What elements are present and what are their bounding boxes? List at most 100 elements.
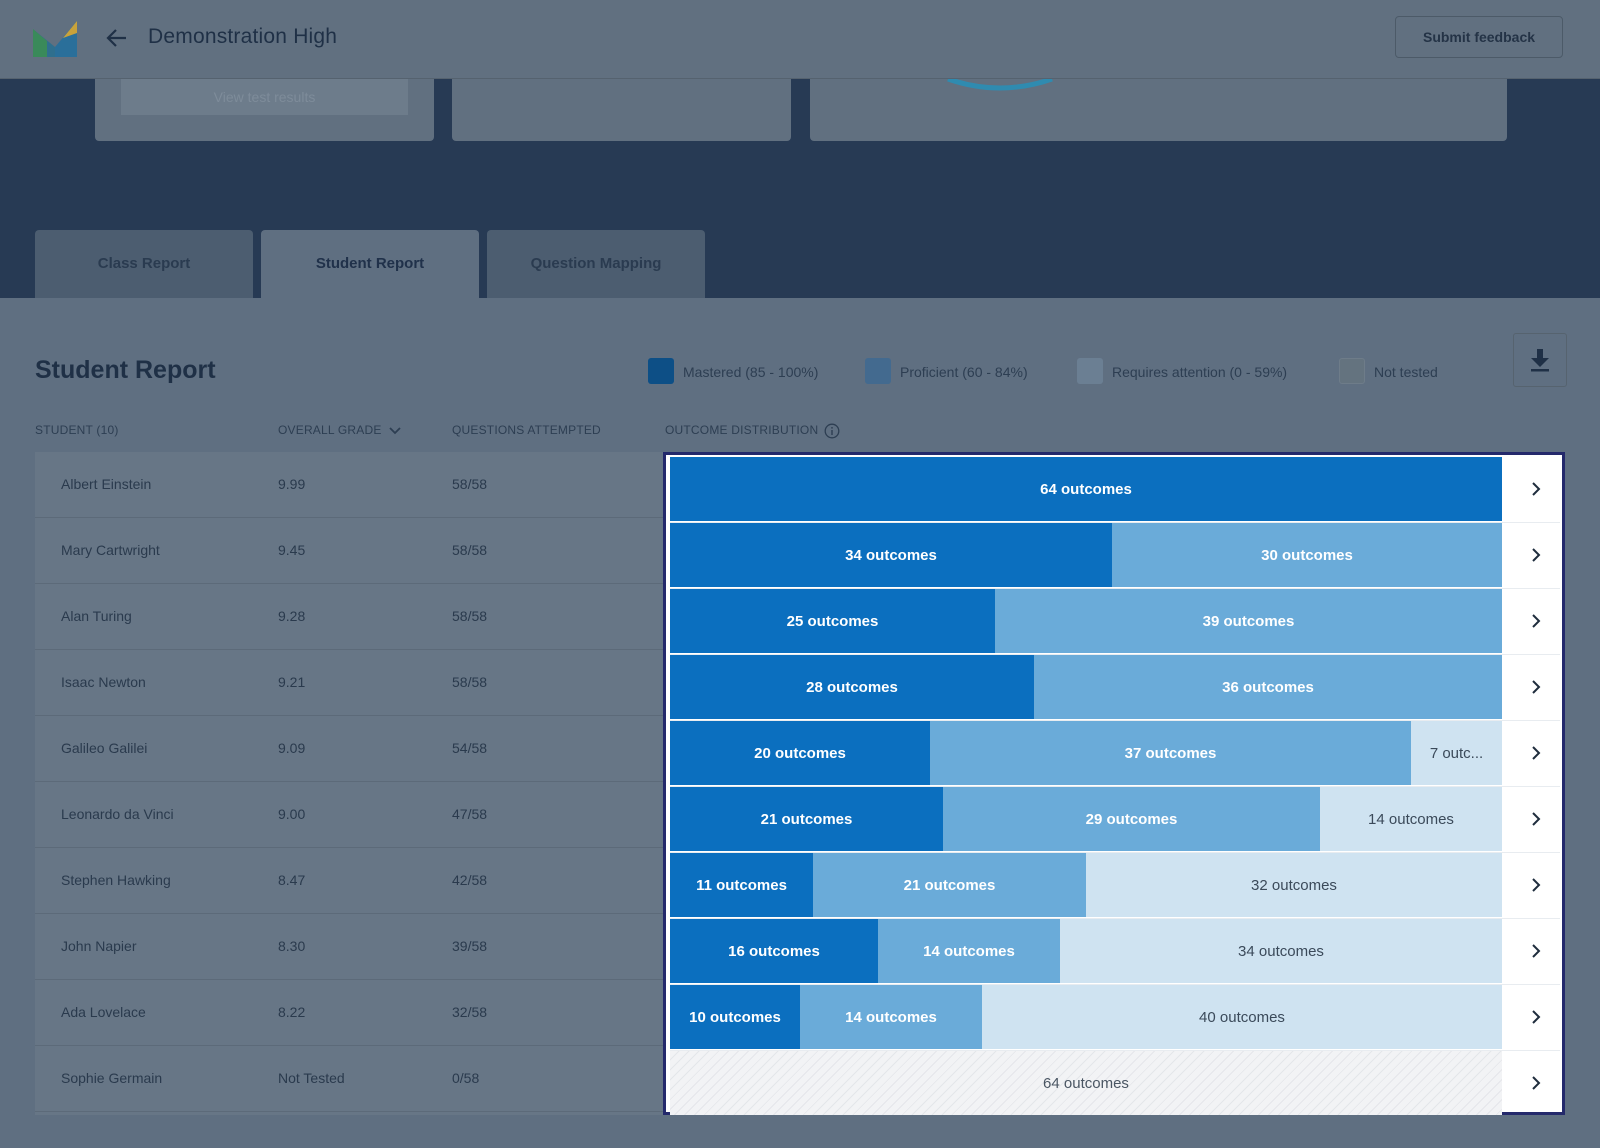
questions-attempted: 58/58: [452, 542, 488, 558]
distribution-bar[interactable]: 28 outcomes 36 outcomes: [670, 655, 1502, 719]
legend-swatch: [1077, 358, 1103, 384]
legend-label: Not tested: [1374, 364, 1438, 380]
segment-mastered[interactable]: 25 outcomes: [670, 589, 995, 653]
chevron-right-icon[interactable]: [1526, 677, 1546, 697]
test-summary-card: View test results: [95, 79, 434, 141]
column-header-attempted: QUESTIONS ATTEMPTED: [452, 423, 601, 437]
view-test-results-button[interactable]: View test results: [121, 79, 408, 115]
student-name: Galileo Galilei: [61, 740, 148, 756]
download-button[interactable]: [1513, 333, 1567, 387]
questions-attempted: 58/58: [452, 608, 488, 624]
sort-chevron-down-icon[interactable]: [388, 426, 402, 436]
segment-proficient[interactable]: 14 outcomes: [878, 919, 1060, 983]
distribution-bar[interactable]: 34 outcomes 30 outcomes: [670, 523, 1502, 587]
column-header-distribution-label: OUTCOME DISTRIBUTION: [665, 423, 819, 438]
table-row[interactable]: Alan Turing 9.28 58/58: [35, 584, 665, 650]
segment-proficient[interactable]: 30 outcomes: [1112, 523, 1502, 587]
student-name: Stephen Hawking: [61, 872, 171, 888]
row-divider: [670, 720, 1560, 721]
outcome-distribution-panel: 64 outcomes 34 outcomes 30 outcomes 25 outc…: [663, 452, 1565, 1115]
segment-attention[interactable]: 40 outcomes: [982, 985, 1502, 1049]
chevron-right-icon[interactable]: [1526, 611, 1546, 631]
segment-proficient[interactable]: 21 outcomes: [813, 853, 1086, 917]
distribution-bar[interactable]: 25 outcomes 39 outcomes: [670, 589, 1502, 653]
row-divider: [670, 588, 1560, 589]
distribution-bar[interactable]: 10 outcomes 14 outcomes 40 outcomes: [670, 985, 1502, 1049]
segment-attention[interactable]: 14 outcomes: [1320, 787, 1502, 851]
segment-mastered[interactable]: 11 outcomes: [670, 853, 813, 917]
table-row[interactable]: Galileo Galilei 9.09 54/58: [35, 716, 665, 782]
table-row[interactable]: John Napier 8.30 39/58: [35, 914, 665, 980]
table-row[interactable]: Mary Cartwright 9.45 58/58: [35, 518, 665, 584]
segment-mastered[interactable]: 28 outcomes: [670, 655, 1034, 719]
segment-mastered[interactable]: 21 outcomes: [670, 787, 943, 851]
segment-proficient[interactable]: 36 outcomes: [1034, 655, 1502, 719]
segment-mastered[interactable]: 10 outcomes: [670, 985, 800, 1049]
chevron-right-icon[interactable]: [1526, 743, 1546, 763]
distribution-bar[interactable]: 16 outcomes 14 outcomes 34 outcomes: [670, 919, 1502, 983]
distribution-bar[interactable]: 21 outcomes 29 outcomes 14 outcomes: [670, 787, 1502, 851]
row-divider: [670, 852, 1560, 853]
segment-mastered[interactable]: 20 outcomes: [670, 721, 930, 785]
legend-label: Proficient (60 - 84%): [900, 364, 1028, 380]
submit-feedback-button[interactable]: Submit feedback: [1395, 16, 1563, 58]
overall-grade: 8.47: [278, 872, 306, 888]
overall-grade: 9.99: [278, 476, 306, 492]
segment-mastered[interactable]: 64 outcomes: [670, 457, 1502, 521]
student-name: Leonardo da Vinci: [61, 806, 174, 822]
chevron-right-icon[interactable]: [1526, 479, 1546, 499]
page-title: Student Report: [35, 356, 216, 384]
tab-class-report[interactable]: Class Report: [35, 230, 253, 298]
table-row[interactable]: Albert Einstein 9.99 58/58: [35, 452, 665, 518]
tab-student-report[interactable]: Student Report: [261, 230, 479, 298]
legend-swatch: [865, 358, 891, 384]
student-name: Ada Lovelace: [61, 1004, 146, 1020]
segment-nottested[interactable]: 64 outcomes: [670, 1051, 1502, 1115]
segment-proficient[interactable]: 39 outcomes: [995, 589, 1502, 653]
overall-grade: 8.30: [278, 938, 306, 954]
segment-attention[interactable]: 34 outcomes: [1060, 919, 1502, 983]
column-header-student: STUDENT (10): [35, 423, 119, 437]
chevron-right-icon[interactable]: [1526, 809, 1546, 829]
distribution-bar[interactable]: 64 outcomes: [670, 457, 1502, 521]
column-header-grade[interactable]: OVERALL GRADE: [278, 423, 402, 437]
chevron-right-icon[interactable]: [1526, 545, 1546, 565]
tab-question-mapping[interactable]: Question Mapping: [487, 230, 705, 298]
overall-grade: 9.00: [278, 806, 306, 822]
table-row[interactable]: Ada Lovelace 8.22 32/58: [35, 980, 665, 1046]
column-header-grade-label: OVERALL GRADE: [278, 423, 382, 437]
table-row[interactable]: Stephen Hawking 8.47 42/58: [35, 848, 665, 914]
chevron-right-icon[interactable]: [1526, 1007, 1546, 1027]
segment-proficient[interactable]: 14 outcomes: [800, 985, 982, 1049]
questions-attempted: 39/58: [452, 938, 488, 954]
overall-grade: Not Tested: [278, 1070, 345, 1086]
table-row[interactable]: Leonardo da Vinci 9.00 47/58: [35, 782, 665, 848]
app-logo-icon[interactable]: [33, 21, 77, 57]
row-divider: [670, 654, 1560, 655]
segment-mastered[interactable]: 34 outcomes: [670, 523, 1112, 587]
legend-label: Mastered (85 - 100%): [683, 364, 819, 380]
table-row[interactable]: Isaac Newton 9.21 58/58: [35, 650, 665, 716]
segment-attention[interactable]: 7 outc...: [1411, 721, 1502, 785]
segment-mastered[interactable]: 16 outcomes: [670, 919, 878, 983]
info-icon[interactable]: [824, 423, 840, 439]
distribution-bar[interactable]: 64 outcomes: [670, 1051, 1502, 1115]
questions-attempted: 32/58: [452, 1004, 488, 1020]
segment-attention[interactable]: 32 outcomes: [1086, 853, 1502, 917]
questions-attempted: 58/58: [452, 674, 488, 690]
student-name: Albert Einstein: [61, 476, 152, 492]
segment-proficient[interactable]: 29 outcomes: [943, 787, 1320, 851]
table-row[interactable]: Sophie Germain Not Tested 0/58: [35, 1046, 665, 1112]
back-arrow-icon[interactable]: [104, 25, 130, 51]
distribution-bar[interactable]: 20 outcomes 37 outcomes 7 outc...: [670, 721, 1502, 785]
chevron-right-icon[interactable]: [1526, 941, 1546, 961]
chevron-right-icon[interactable]: [1526, 875, 1546, 895]
stats-card: [452, 79, 791, 141]
chevron-right-icon[interactable]: [1526, 1073, 1546, 1093]
questions-attempted: 42/58: [452, 872, 488, 888]
questions-attempted: 54/58: [452, 740, 488, 756]
distribution-bar[interactable]: 11 outcomes 21 outcomes 32 outcomes: [670, 853, 1502, 917]
segment-proficient[interactable]: 37 outcomes: [930, 721, 1411, 785]
questions-attempted: 0/58: [452, 1070, 480, 1086]
student-name: Mary Cartwright: [61, 542, 160, 558]
